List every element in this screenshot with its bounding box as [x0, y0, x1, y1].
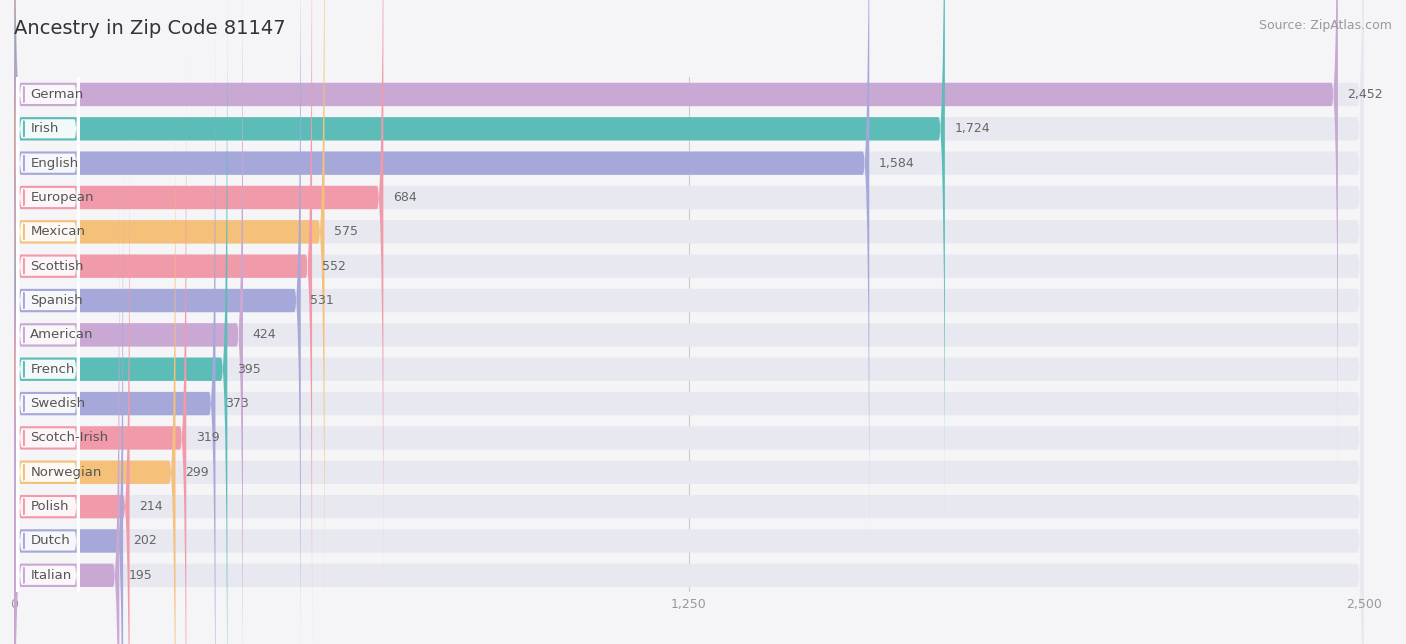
FancyBboxPatch shape: [14, 0, 945, 529]
FancyBboxPatch shape: [14, 3, 1364, 644]
FancyBboxPatch shape: [14, 0, 1364, 632]
Text: Swedish: Swedish: [31, 397, 86, 410]
Text: Norwegian: Norwegian: [31, 466, 101, 478]
FancyBboxPatch shape: [14, 175, 120, 644]
Text: 1,724: 1,724: [955, 122, 990, 135]
FancyBboxPatch shape: [14, 0, 1364, 529]
Text: 195: 195: [129, 569, 153, 582]
Text: French: French: [31, 363, 75, 375]
FancyBboxPatch shape: [14, 71, 1364, 644]
Text: German: German: [31, 88, 83, 101]
Text: 202: 202: [132, 535, 156, 547]
Text: 395: 395: [238, 363, 260, 375]
FancyBboxPatch shape: [17, 138, 80, 644]
Text: Scottish: Scottish: [31, 260, 84, 272]
Text: American: American: [31, 328, 94, 341]
FancyBboxPatch shape: [17, 0, 80, 565]
FancyBboxPatch shape: [14, 0, 1364, 495]
FancyBboxPatch shape: [14, 0, 228, 644]
FancyBboxPatch shape: [14, 106, 129, 644]
Text: Spanish: Spanish: [31, 294, 83, 307]
Text: Irish: Irish: [31, 122, 59, 135]
FancyBboxPatch shape: [14, 140, 124, 644]
Text: 552: 552: [322, 260, 346, 272]
FancyBboxPatch shape: [17, 1, 80, 644]
FancyBboxPatch shape: [17, 0, 80, 634]
FancyBboxPatch shape: [14, 175, 1364, 644]
FancyBboxPatch shape: [14, 0, 1339, 495]
FancyBboxPatch shape: [14, 0, 384, 598]
FancyBboxPatch shape: [17, 70, 80, 644]
FancyBboxPatch shape: [14, 71, 176, 644]
Text: 373: 373: [225, 397, 249, 410]
FancyBboxPatch shape: [17, 35, 80, 644]
FancyBboxPatch shape: [14, 0, 1364, 644]
FancyBboxPatch shape: [14, 0, 312, 644]
FancyBboxPatch shape: [17, 0, 80, 497]
Text: 319: 319: [195, 431, 219, 444]
Text: 575: 575: [335, 225, 359, 238]
FancyBboxPatch shape: [14, 0, 1364, 644]
Text: 2,452: 2,452: [1347, 88, 1384, 101]
FancyBboxPatch shape: [14, 106, 1364, 644]
Text: 424: 424: [253, 328, 277, 341]
FancyBboxPatch shape: [14, 37, 1364, 644]
Text: Source: ZipAtlas.com: Source: ZipAtlas.com: [1258, 19, 1392, 32]
FancyBboxPatch shape: [17, 173, 80, 644]
FancyBboxPatch shape: [14, 0, 1364, 644]
FancyBboxPatch shape: [14, 140, 1364, 644]
FancyBboxPatch shape: [14, 0, 869, 564]
FancyBboxPatch shape: [14, 0, 1364, 598]
Text: 299: 299: [186, 466, 209, 478]
FancyBboxPatch shape: [14, 37, 186, 644]
Text: 531: 531: [311, 294, 335, 307]
FancyBboxPatch shape: [14, 3, 215, 644]
FancyBboxPatch shape: [17, 0, 80, 600]
FancyBboxPatch shape: [14, 0, 301, 644]
Text: Dutch: Dutch: [31, 535, 70, 547]
Text: European: European: [31, 191, 94, 204]
FancyBboxPatch shape: [14, 0, 325, 632]
Text: Mexican: Mexican: [31, 225, 86, 238]
Text: 684: 684: [394, 191, 416, 204]
FancyBboxPatch shape: [17, 0, 80, 462]
Text: Ancestry in Zip Code 81147: Ancestry in Zip Code 81147: [14, 19, 285, 39]
Text: 1,584: 1,584: [879, 156, 915, 169]
FancyBboxPatch shape: [14, 0, 243, 644]
Text: Polish: Polish: [31, 500, 69, 513]
FancyBboxPatch shape: [17, 207, 80, 644]
FancyBboxPatch shape: [17, 104, 80, 644]
FancyBboxPatch shape: [17, 0, 80, 531]
FancyBboxPatch shape: [17, 242, 80, 644]
Text: 214: 214: [139, 500, 163, 513]
FancyBboxPatch shape: [14, 0, 1364, 564]
Text: Italian: Italian: [31, 569, 72, 582]
Text: Scotch-Irish: Scotch-Irish: [31, 431, 108, 444]
Text: English: English: [31, 156, 79, 169]
FancyBboxPatch shape: [14, 0, 1364, 644]
FancyBboxPatch shape: [17, 0, 80, 428]
